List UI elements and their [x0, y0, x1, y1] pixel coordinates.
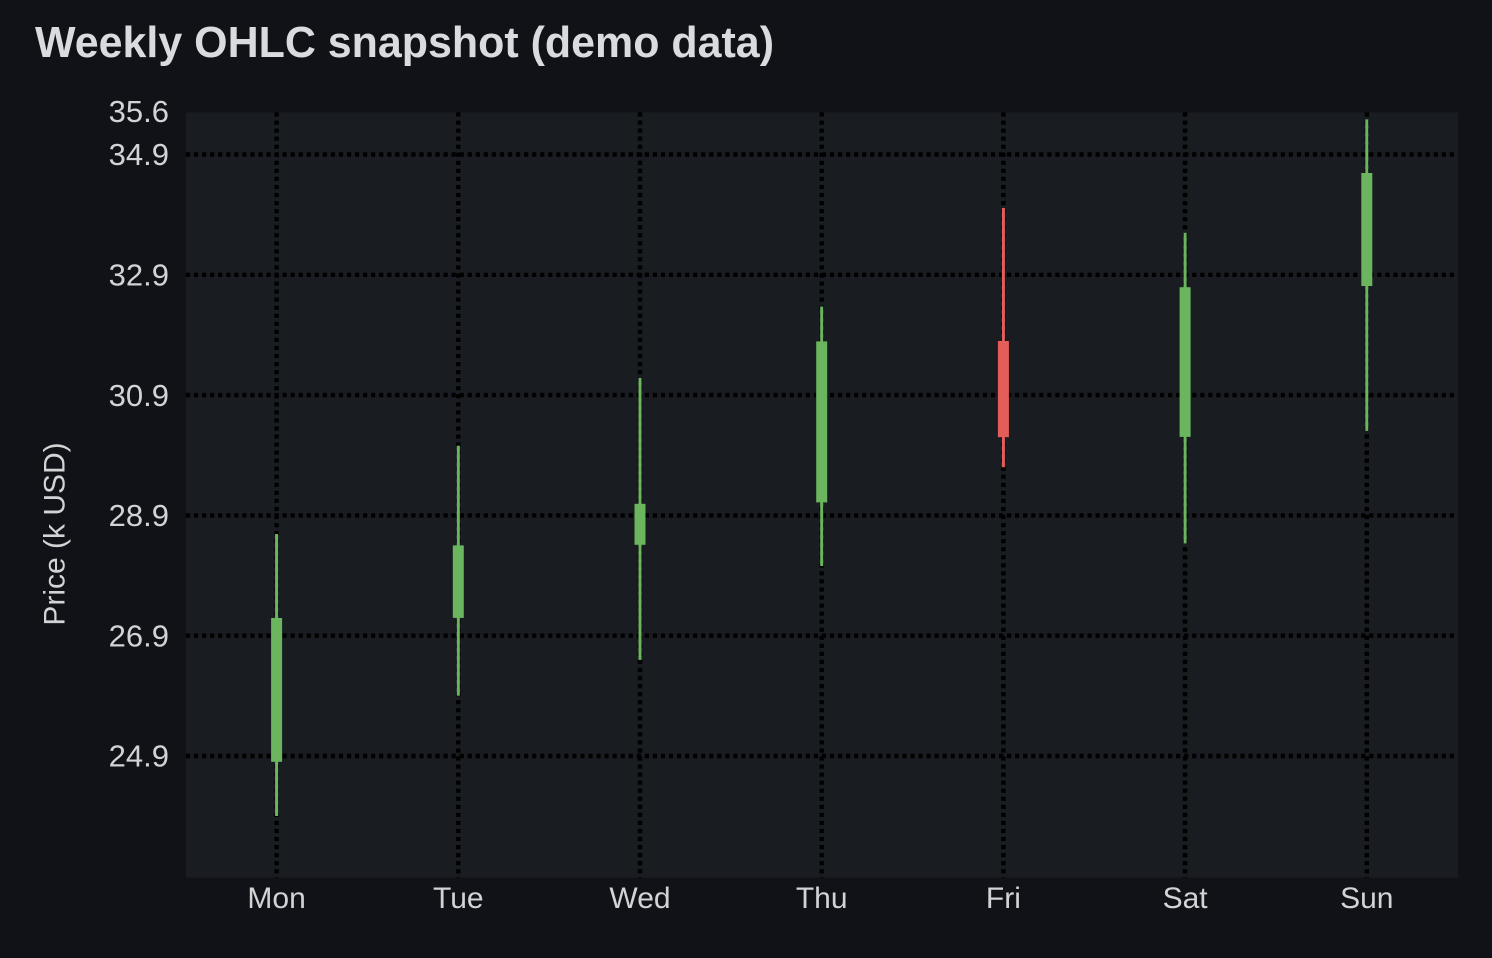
svg-text:Price (k USD): Price (k USD) — [39, 442, 72, 625]
svg-text:Fri: Fri — [986, 882, 1021, 915]
svg-text:Sun: Sun — [1340, 882, 1393, 915]
svg-text:34.9: 34.9 — [109, 137, 169, 172]
svg-text:32.9: 32.9 — [109, 258, 169, 293]
svg-text:35.6: 35.6 — [109, 94, 169, 129]
svg-text:Weekly OHLC snapshot (demo dat: Weekly OHLC snapshot (demo data) — [35, 18, 774, 67]
svg-text:Sat: Sat — [1163, 882, 1209, 915]
svg-text:Mon: Mon — [247, 882, 305, 915]
svg-text:Wed: Wed — [609, 882, 670, 915]
svg-text:24.9: 24.9 — [109, 739, 169, 774]
svg-text:Tue: Tue — [433, 882, 484, 915]
svg-text:30.9: 30.9 — [109, 378, 169, 413]
svg-text:26.9: 26.9 — [109, 618, 169, 653]
svg-text:Thu: Thu — [796, 882, 848, 915]
svg-text:28.9: 28.9 — [109, 498, 169, 533]
